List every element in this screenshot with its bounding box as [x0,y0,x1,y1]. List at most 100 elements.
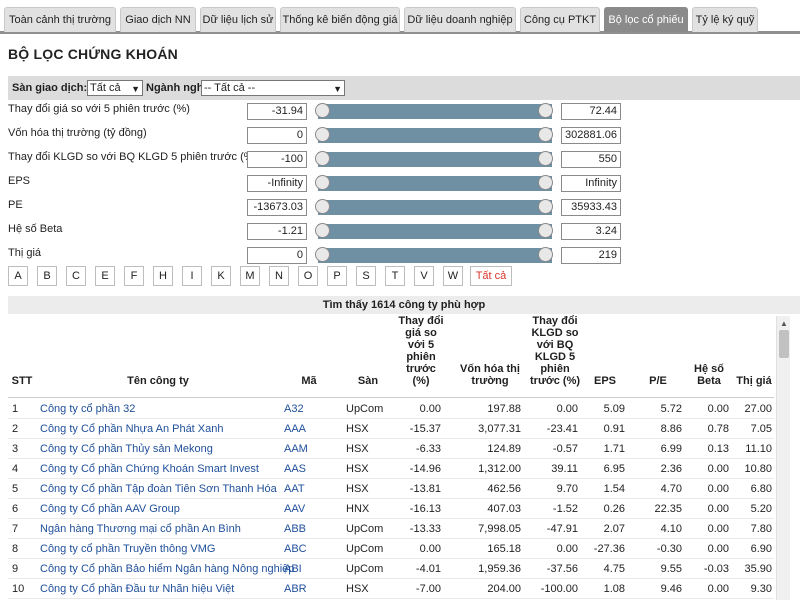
stock-code-link[interactable]: ABB [284,523,307,535]
letter-button[interactable]: S [356,266,376,286]
company-link[interactable]: Công ty Cổ phần Chứng Khoán Smart Invest [40,463,259,475]
stock-code-link[interactable]: AAT [284,483,305,495]
col-header-beta[interactable]: Hệ số Beta [694,363,724,387]
company-link[interactable]: Công ty Cổ phần Bảo hiểm Ngân hàng Nông … [40,563,295,575]
range-min-handle[interactable] [315,247,330,262]
cell-volume-change: 0.00 [556,403,578,415]
range-min-input[interactable]: -13673.03 [247,199,307,216]
company-link[interactable]: Công ty Cổ phần Tập đoàn Tiên Sơn Thanh … [40,483,277,495]
company-link[interactable]: Công ty Cổ phần Đầu tư Nhãn hiệu Việt [40,583,235,595]
col-header-price[interactable]: Thị giá [736,375,772,387]
letter-button[interactable]: C [66,266,86,286]
letter-button[interactable]: B [37,266,57,286]
col-header-volume-change[interactable]: Thay đổi KLGD so với BQ KLGD 5 phiên trư… [530,315,581,387]
range-min-handle[interactable] [315,127,330,142]
col-header-exchange[interactable]: Sàn [357,375,379,387]
range-min-input[interactable]: 0 [247,247,307,264]
letter-button[interactable]: E [95,266,115,286]
range-max-input[interactable]: 550 [561,151,621,168]
tab-price-statistics[interactable]: Thống kê biến động giá [280,7,400,32]
stock-code-link[interactable]: AAS [284,463,307,475]
range-min-handle[interactable] [315,199,330,214]
range-max-input[interactable]: 72.44 [561,103,621,120]
range-max-input[interactable]: 3.24 [561,223,621,240]
cell-price-change: -13.33 [409,523,441,535]
cell-volume-change: -37.56 [546,563,578,575]
range-row-price: Thị giá 0 219 [8,245,800,269]
company-link[interactable]: Công ty cổ phần 32 [40,403,136,415]
range-min-input[interactable]: -100 [247,151,307,168]
scrollbar-thumb[interactable] [779,330,789,358]
scroll-up-icon[interactable]: ▲ [780,319,788,328]
range-max-handle[interactable] [538,199,553,214]
tab-company-data[interactable]: Dữ liệu doanh nghiệp [404,7,516,32]
letter-button[interactable]: I [182,266,202,286]
company-link[interactable]: Công ty Cổ phần Thủy sản Mekong [40,443,213,455]
stock-code-link[interactable]: AAM [284,443,308,455]
range-max-handle[interactable] [538,223,553,238]
stock-code-link[interactable]: AAA [284,423,307,435]
cell-price: 6.90 [750,543,772,555]
stock-code-link[interactable]: AAV [284,503,306,515]
range-max-handle[interactable] [538,151,553,166]
range-min-input[interactable]: -Infinity [247,175,307,192]
range-max-handle[interactable] [538,127,553,142]
tab-foreign-trading[interactable]: Giao dịch NN [120,7,196,32]
letter-button[interactable]: O [298,266,318,286]
tab-stock-filter[interactable]: Bộ lọc cổ phiếu [604,7,688,32]
letter-all-button[interactable]: Tất cả [470,266,512,286]
cell-pe: 4.10 [660,523,682,535]
col-header-price-change[interactable]: Thay đổi giá so với 5 phiên trước (%) [398,315,444,387]
stock-code-link[interactable]: A32 [284,403,304,415]
tab-margin-ratio[interactable]: Tỷ lệ ký quỹ [692,7,758,32]
range-min-handle[interactable] [315,103,330,118]
range-slider-track [318,224,552,239]
tab-technical-tools[interactable]: Công cụ PTKT [520,7,600,32]
letter-button[interactable]: T [385,266,405,286]
col-header-stt[interactable]: STT [11,375,33,387]
letter-button[interactable]: N [269,266,289,286]
stock-code-link[interactable]: ABR [284,583,307,595]
col-header-company[interactable]: Tên công ty [127,375,189,387]
letter-button[interactable]: K [211,266,231,286]
range-min-handle[interactable] [315,151,330,166]
letter-button[interactable]: F [124,266,144,286]
stock-code-link[interactable]: ABI [284,563,302,575]
letter-button[interactable]: P [327,266,347,286]
col-header-eps[interactable]: EPS [593,375,616,387]
range-max-handle[interactable] [538,175,553,190]
range-min-handle[interactable] [315,223,330,238]
col-header-market-cap[interactable]: Vốn hóa thị trường [460,363,520,387]
letter-button[interactable]: A [8,266,28,286]
range-min-input[interactable]: -31.94 [247,103,307,120]
letter-button[interactable]: M [240,266,260,286]
range-min-input[interactable]: -1.21 [247,223,307,240]
range-max-handle[interactable] [538,103,553,118]
range-min-input[interactable]: 0 [247,127,307,144]
company-link[interactable]: Công ty Cổ phần AAV Group [40,503,180,515]
company-link[interactable]: Ngân hàng Thương mại cổ phần An Bình [40,523,241,535]
col-header-code[interactable]: Mã [301,375,317,387]
industry-select[interactable]: -- Tất cả -- ▼ [201,80,345,96]
main-tab-bar: Toàn cảnh thị trường Giao dịch NN Dữ liệ… [0,0,800,34]
table-scrollbar[interactable]: ▲ [776,316,790,600]
exchange-select[interactable]: Tất cả ▼ [87,80,143,96]
company-link[interactable]: Công ty Cổ phần Nhựa An Phát Xanh [40,423,224,435]
range-min-handle[interactable] [315,175,330,190]
range-max-input[interactable]: 219 [561,247,621,264]
cell-pe: 5.72 [660,403,682,415]
cell-beta: 0.78 [707,423,729,435]
col-header-pe[interactable]: P/E [649,375,667,387]
stock-code-link[interactable]: ABC [284,543,307,555]
letter-button[interactable]: V [414,266,434,286]
company-link[interactable]: Công ty cổ phần Truyền thông VMG [40,543,216,555]
tab-historical-data[interactable]: Dữ liệu lịch sử [200,7,276,32]
range-max-input[interactable]: 35933.43 [561,199,621,216]
range-max-input[interactable]: 302881.06 [561,127,621,144]
range-max-input[interactable]: Infinity [561,175,621,192]
tab-market-overview[interactable]: Toàn cảnh thị trường [4,7,116,32]
letter-button[interactable]: W [443,266,463,286]
letter-button[interactable]: H [153,266,173,286]
range-row-price-change: Thay đổi giá so với 5 phiên trước (%) -3… [8,101,800,125]
range-max-handle[interactable] [538,247,553,262]
